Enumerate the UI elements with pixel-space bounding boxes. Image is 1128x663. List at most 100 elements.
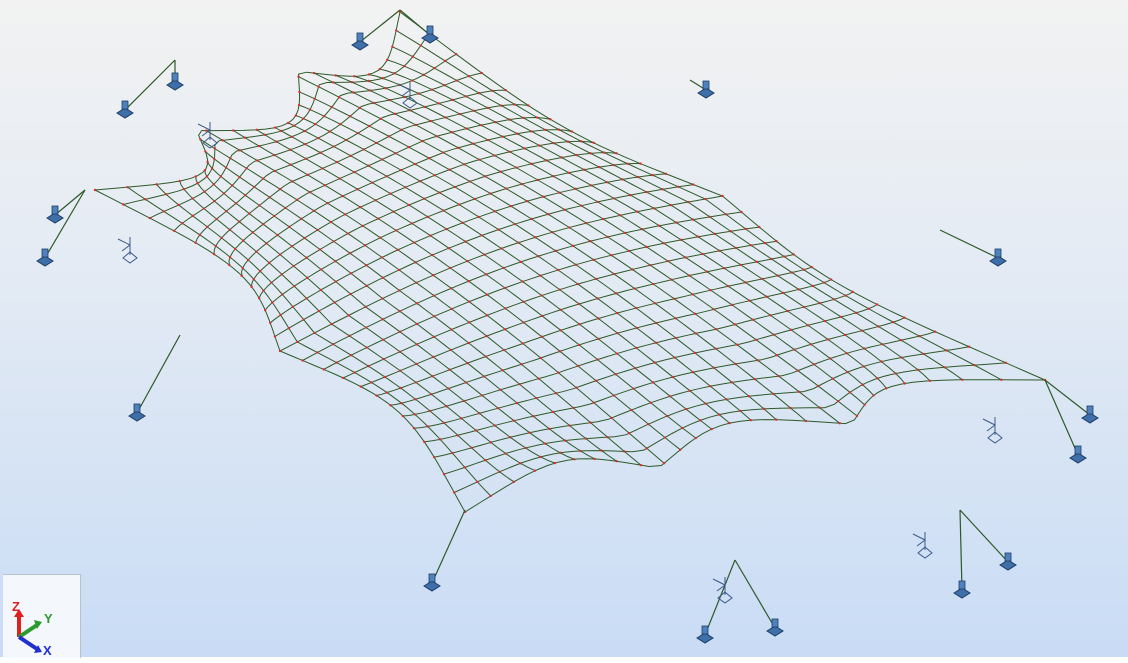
mesh-node	[928, 379, 932, 383]
mesh-node	[423, 440, 426, 444]
mesh-node	[645, 190, 648, 194]
mesh-node	[468, 300, 471, 303]
mesh-node	[194, 175, 198, 178]
mesh-node	[262, 177, 265, 180]
mesh-node	[654, 302, 657, 305]
mesh-node	[583, 168, 586, 171]
mesh-node	[516, 132, 519, 135]
cable	[431, 509, 466, 584]
mesh-node	[900, 339, 903, 342]
mesh-node	[580, 204, 583, 207]
mesh-line	[156, 184, 515, 483]
mesh-node	[592, 141, 595, 145]
mesh-node	[212, 252, 216, 256]
mesh-node	[308, 108, 312, 111]
mesh-node	[846, 370, 849, 374]
mesh-node	[688, 389, 692, 392]
mesh-node	[293, 284, 296, 288]
mesh-line	[390, 279, 832, 406]
mesh-node	[639, 162, 642, 165]
mesh-node	[426, 425, 430, 428]
mesh-node	[848, 391, 852, 394]
mesh-node	[615, 460, 618, 463]
mesh-node	[867, 307, 870, 310]
mesh-line	[434, 331, 936, 458]
mesh-node	[872, 394, 875, 397]
mesh-node	[709, 288, 712, 292]
mesh-node	[532, 414, 535, 418]
mesh-node	[286, 121, 290, 125]
y-arrow	[34, 620, 42, 629]
mesh-node	[178, 179, 181, 183]
mesh-node	[302, 117, 305, 120]
support	[46, 212, 64, 224]
mesh-node	[292, 124, 296, 127]
mesh-node	[513, 103, 517, 106]
mesh-node	[191, 214, 195, 218]
mesh-node	[411, 79, 414, 82]
mesh-node	[838, 422, 841, 425]
mesh-node	[430, 393, 433, 396]
mesh-node	[348, 251, 352, 255]
mesh-node	[381, 338, 385, 341]
mesh-node	[574, 263, 578, 266]
mesh-node	[468, 180, 472, 183]
mesh-node	[615, 152, 618, 155]
mesh-node	[489, 441, 493, 444]
mesh-node	[519, 462, 522, 465]
mesh-node	[499, 170, 502, 173]
mesh-node	[370, 381, 373, 384]
mesh-node	[537, 377, 541, 380]
mesh-node	[278, 349, 282, 353]
mesh-node	[415, 281, 418, 284]
mesh-node	[770, 257, 773, 261]
mesh-node	[329, 220, 333, 224]
mesh-node	[331, 343, 335, 346]
mesh-node	[199, 138, 202, 141]
mesh-node	[398, 309, 402, 313]
cable	[1044, 379, 1091, 416]
mesh-node	[291, 305, 295, 308]
mesh-node	[839, 315, 843, 319]
mesh-node	[181, 222, 184, 225]
release-symbol	[912, 532, 933, 559]
mesh-node	[442, 472, 446, 476]
mesh-node	[539, 356, 542, 360]
mesh-node	[316, 228, 319, 232]
mesh-node	[257, 144, 261, 148]
mesh-line	[379, 68, 906, 384]
mesh-node	[371, 181, 374, 184]
mesh-node	[796, 369, 800, 372]
support	[36, 255, 54, 267]
mesh-node	[338, 177, 342, 180]
support	[116, 107, 134, 119]
mesh-node	[273, 153, 276, 157]
mesh-node	[602, 151, 606, 154]
mesh-node	[568, 226, 571, 229]
mesh-line	[464, 379, 1046, 513]
mesh-node	[401, 414, 405, 418]
mesh-node	[652, 207, 656, 210]
mesh-node	[463, 163, 466, 166]
mesh-node	[335, 160, 339, 164]
mesh-node	[228, 228, 232, 231]
mesh-node	[881, 343, 884, 346]
mesh-node	[616, 311, 619, 315]
mesh-node	[313, 331, 316, 335]
mesh-node	[563, 208, 566, 211]
mesh-node	[381, 77, 384, 80]
mesh-node	[334, 280, 338, 283]
mesh-node	[605, 181, 609, 184]
mesh-node	[245, 167, 248, 170]
mesh-node	[204, 150, 207, 153]
mesh-node	[809, 343, 813, 346]
mesh-node	[335, 361, 338, 364]
mesh-node	[627, 249, 631, 253]
mesh-node	[554, 392, 558, 395]
mesh-node	[503, 286, 507, 290]
mesh-line	[313, 72, 858, 417]
mesh-node	[381, 276, 385, 279]
mesh-node	[797, 288, 800, 291]
mesh-node	[597, 317, 600, 320]
